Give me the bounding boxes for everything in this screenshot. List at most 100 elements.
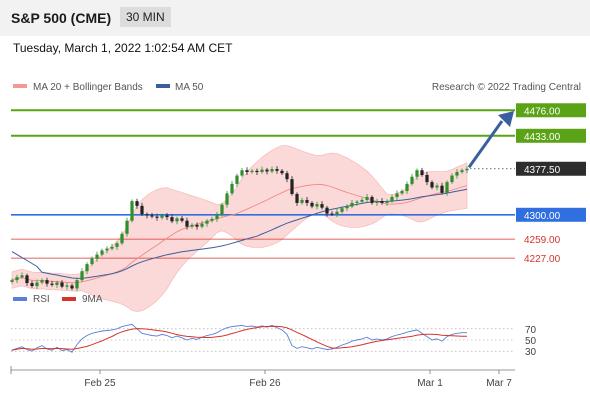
level-support-5-label: 4227.00: [524, 254, 561, 265]
price-levels: [11, 109, 515, 259]
candle-body: [300, 199, 304, 203]
candle-body: [195, 224, 199, 227]
rsi-ma-line: [11, 325, 467, 351]
level-resistance-1-pointer: [516, 130, 521, 141]
candle-body: [230, 183, 234, 194]
legend-rsi-swatch: [13, 297, 27, 301]
level-resistance-0-pointer: [516, 105, 521, 116]
candle-body: [170, 217, 174, 222]
interval-button[interactable]: 30 MIN: [120, 7, 171, 27]
legend-ma50-swatch: [156, 84, 170, 88]
time-tick-label: Feb 25: [84, 378, 116, 389]
candle-body: [355, 201, 359, 203]
candle-body: [350, 202, 354, 207]
candle-body: [210, 218, 214, 221]
time-tick-label: Mar 7: [486, 378, 512, 389]
candle-body: [110, 246, 114, 249]
candle-body: [150, 215, 154, 217]
candle-body: [335, 211, 339, 215]
candle-body: [325, 207, 329, 214]
candle-body: [305, 199, 309, 203]
candle-body: [220, 204, 224, 215]
candle-body: [15, 277, 19, 281]
bollinger-bands: [11, 145, 468, 312]
candle-body: [375, 201, 379, 203]
candle-body: [95, 254, 99, 259]
candle-body: [290, 179, 294, 194]
candle-body: [90, 258, 94, 265]
legend-ma50-label: MA 50: [175, 82, 204, 93]
level-resistance-0-tag: [516, 103, 586, 118]
candle-body: [370, 196, 374, 203]
candle-body: [25, 275, 29, 284]
candle-body: [140, 205, 144, 215]
candle-body: [55, 282, 59, 285]
candle-body: [240, 170, 244, 176]
candle-body: [265, 169, 269, 172]
candle-body: [20, 275, 24, 278]
legend-rsi-ma-label: 9MA: [82, 294, 103, 305]
candle-body: [245, 170, 249, 173]
candle-body: [40, 280, 44, 283]
candle-body: [395, 193, 399, 197]
candle-body: [215, 214, 219, 219]
legend-ma20-swatch: [13, 84, 27, 88]
candle-body: [400, 191, 404, 194]
candle-body: [145, 214, 149, 216]
candle-body: [255, 170, 259, 173]
chart-header: S&P 500 (CME) 30 MIN: [0, 0, 590, 36]
candle-body: [340, 208, 344, 212]
candle-body: [125, 220, 129, 234]
candle-body: [60, 282, 64, 287]
legend-rsi-label: RSI: [33, 294, 50, 305]
candle-body: [190, 224, 194, 227]
forecast-arrow-head: [498, 111, 514, 128]
forecast-arrow-shaft: [467, 120, 504, 169]
candle-body: [35, 282, 39, 287]
candle-body: [30, 283, 34, 287]
candle-body: [75, 280, 79, 289]
rsi-tick-label: 50: [525, 336, 537, 347]
candle-body: [295, 194, 299, 203]
moving-averages: [11, 183, 468, 284]
candle-body: [225, 193, 229, 205]
candle-body: [100, 250, 104, 255]
candle-body: [165, 215, 169, 218]
chart-datetime: Tuesday, March 1, 2022 1:02:54 AM CET: [13, 41, 233, 55]
rsi-panel: [11, 323, 467, 353]
candle-body: [70, 285, 74, 289]
candle-body: [200, 223, 204, 227]
candle-body: [380, 201, 384, 203]
candle-body: [175, 218, 179, 222]
candle-body: [430, 182, 434, 188]
candle-body: [445, 182, 449, 193]
ma50-line: [11, 188, 468, 279]
candle-body: [390, 196, 394, 202]
candle-body: [80, 271, 84, 281]
level-support-4-label: 4259.00: [524, 235, 561, 246]
level-last-2-label: 4377.50: [524, 165, 561, 176]
candle-body: [450, 175, 454, 183]
candle-body: [115, 243, 119, 247]
candle-body: [50, 283, 54, 285]
candle-body: [315, 204, 319, 207]
candle-body: [435, 185, 439, 188]
candle-body: [180, 218, 184, 221]
legend-rsi-ma-swatch: [62, 297, 76, 301]
candle-body: [320, 204, 324, 208]
rsi-tick-label: 30: [525, 347, 537, 358]
candle-body: [360, 199, 364, 202]
candle-body: [440, 185, 444, 193]
candle-body: [410, 176, 414, 184]
candlesticks: [10, 166, 469, 292]
time-tick-label: Feb 26: [249, 378, 281, 389]
candle-body: [85, 264, 89, 272]
level-resistance-1-label: 4433.00: [524, 132, 561, 143]
level-pivot-3-label: 4300.00: [524, 211, 561, 222]
candle-body: [460, 170, 464, 173]
level-labels: 4476.00 4433.00 4377.50 4300.00 4259.00 4227.…: [516, 103, 586, 265]
candle-body: [130, 201, 134, 221]
candle-body: [160, 215, 164, 218]
rsi-tick-label: 70: [525, 325, 537, 336]
